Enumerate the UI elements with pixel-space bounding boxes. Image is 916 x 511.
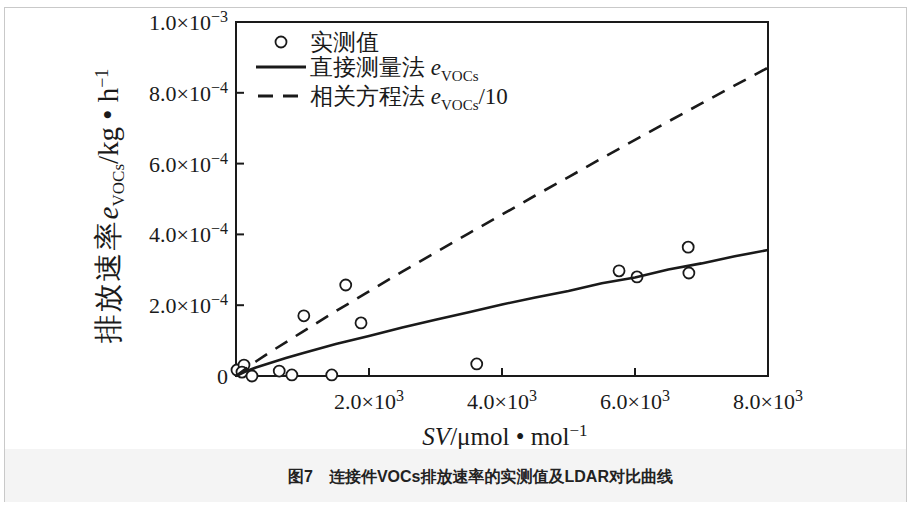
dashed-line bbox=[236, 68, 768, 376]
voc-emission-chart: 2.0×103 4.0×103 6.0×103 8.0×103 0 2.0×10−4 4.0… bbox=[0, 0, 916, 449]
figure-caption: 图7 连接件VOCs排放速率的实测值及LDAR对比曲线 bbox=[288, 463, 673, 488]
y-tick-label: 0 bbox=[217, 364, 228, 389]
y-tick-label: 1.0×10−3 bbox=[149, 8, 228, 35]
data-point bbox=[326, 369, 337, 380]
y-tick-label: 2.0×10−4 bbox=[149, 291, 228, 318]
data-point bbox=[340, 280, 351, 291]
data-point bbox=[683, 267, 694, 278]
data-point bbox=[274, 366, 285, 377]
data-point bbox=[614, 265, 625, 276]
x-tick-label: 2.0×103 bbox=[334, 387, 404, 414]
caption-bar: 图7 连接件VOCs排放速率的实测值及LDAR对比曲线 bbox=[5, 449, 906, 502]
y-tick-label: 4.0×10−4 bbox=[149, 220, 228, 247]
legend-label: 直接测量法 eVOCs bbox=[310, 55, 479, 84]
y-axis-label: 排放速率eVOCs/kg • h−1 bbox=[92, 69, 128, 344]
x-axis-label: SV/μmol • mol−1 bbox=[422, 421, 587, 449]
legend-label: 实测值 bbox=[310, 30, 379, 55]
y-tick-label: 6.0×10−4 bbox=[149, 150, 228, 177]
x-tick-label: 8.0×103 bbox=[733, 387, 803, 414]
data-point bbox=[356, 317, 367, 328]
legend-marker-circle bbox=[276, 37, 287, 48]
data-point bbox=[286, 369, 297, 380]
figure-page: 2.0×103 4.0×103 6.0×103 8.0×103 0 2.0×10−4 4.0… bbox=[0, 0, 916, 511]
data-point bbox=[246, 371, 257, 382]
data-point bbox=[471, 358, 482, 369]
data-point bbox=[683, 242, 694, 253]
legend-label: 相关方程法 eVOCs/10 bbox=[310, 84, 508, 113]
y-tick-label: 8.0×10−4 bbox=[149, 79, 228, 106]
x-tick-label: 4.0×103 bbox=[467, 387, 537, 414]
data-point bbox=[298, 310, 309, 321]
x-tick-label: 6.0×103 bbox=[600, 387, 670, 414]
